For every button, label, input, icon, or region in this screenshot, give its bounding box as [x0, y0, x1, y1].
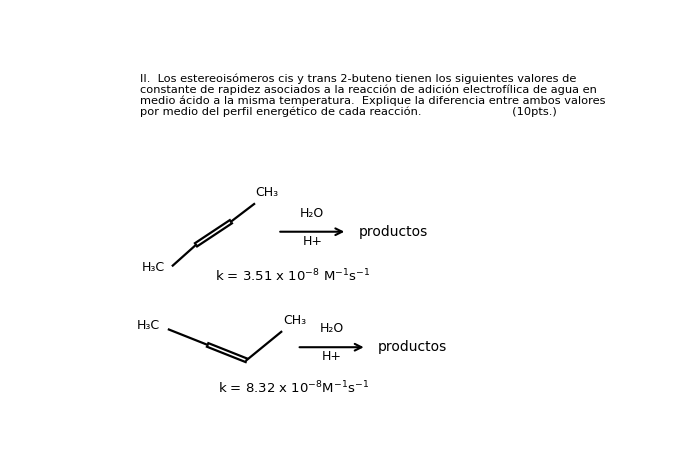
Text: k = 3.51 x 10$^{-8}$ M$^{-1}$s$^{-1}$: k = 3.51 x 10$^{-8}$ M$^{-1}$s$^{-1}$ [216, 268, 371, 285]
Text: medio ácido a la misma temperatura.  Explique la diferencia entre ambos valores: medio ácido a la misma temperatura. Expl… [140, 95, 606, 106]
Text: H+: H+ [302, 235, 322, 248]
Text: CH₃: CH₃ [283, 314, 306, 327]
Text: productos: productos [378, 340, 447, 354]
Text: H₃C: H₃C [136, 319, 160, 332]
Text: constante de rapidez asociados a la reacción de adición electrofílica de agua en: constante de rapidez asociados a la reac… [140, 84, 597, 95]
Text: II.  Los estereoisómeros cis y trans 2-buteno tienen los siguientes valores de: II. Los estereoisómeros cis y trans 2-bu… [140, 73, 577, 84]
Text: productos: productos [358, 225, 428, 239]
Text: H+: H+ [321, 351, 342, 363]
Text: k = 8.32 x 10$^{-8}$M$^{-1}$s$^{-1}$: k = 8.32 x 10$^{-8}$M$^{-1}$s$^{-1}$ [218, 380, 369, 396]
Text: H₂O: H₂O [300, 207, 324, 220]
Text: H₃C: H₃C [142, 262, 165, 274]
Text: CH₃: CH₃ [256, 186, 279, 198]
Text: H₂O: H₂O [319, 322, 344, 335]
Text: por medio del perfil energético de cada reacción.                         (10pts: por medio del perfil energético de cada … [140, 107, 557, 117]
